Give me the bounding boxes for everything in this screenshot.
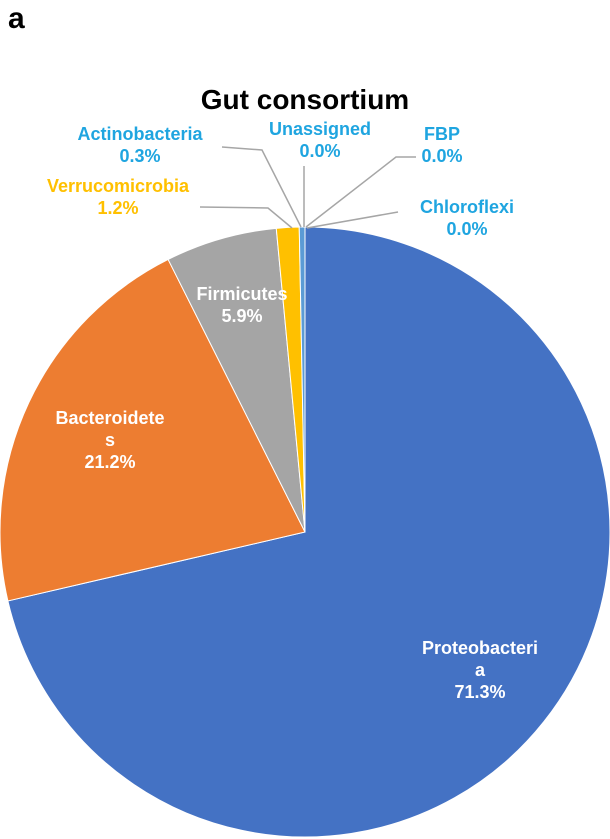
category-label: Bacteroidetes <box>55 408 165 450</box>
chart-title: Gut consortium <box>200 84 410 115</box>
value-label: 0.0% <box>421 146 463 166</box>
value-label: 5.9% <box>221 306 263 326</box>
category-label: Unassigned <box>268 119 372 139</box>
slice-label: Firmicutes 5.9% <box>177 283 307 327</box>
panel-label: a <box>8 2 25 35</box>
value-label: 71.3% <box>454 682 506 702</box>
value-label: 1.2% <box>97 198 139 218</box>
slice-label: Bacteroidetes 21.2% <box>53 407 168 473</box>
value-label: 0.0% <box>299 141 341 161</box>
leader-line <box>199 206 293 229</box>
pie-slice <box>298 226 306 533</box>
slice-label: Proteobacteria 71.3% <box>420 637 540 703</box>
slice-label: Unassigned 0.0% <box>245 118 395 162</box>
category-label: Chloroflexi <box>419 197 514 217</box>
leader-line <box>305 156 416 228</box>
pie-slice <box>7 226 610 838</box>
leader-line <box>221 146 302 228</box>
slice-label: Actinobacteria 0.3% <box>40 123 240 167</box>
value-label: 21.2% <box>84 452 136 472</box>
leader-line <box>306 211 399 229</box>
pie-slice <box>0 258 306 602</box>
category-label: Proteobacteria <box>421 638 539 680</box>
slice-label: Chloroflexi 0.0% <box>397 196 537 240</box>
slice-label: Verrucomicrobia 1.2% <box>18 175 218 219</box>
value-label: 0.3% <box>119 146 161 166</box>
slice-label: FBP 0.0% <box>402 123 482 167</box>
category-label: Actinobacteria <box>77 124 203 144</box>
category-label: Verrucomicrobia <box>46 176 190 196</box>
category-label: FBP <box>424 124 460 144</box>
category-label: Firmicutes <box>196 284 288 304</box>
value-label: 0.0% <box>446 219 488 239</box>
